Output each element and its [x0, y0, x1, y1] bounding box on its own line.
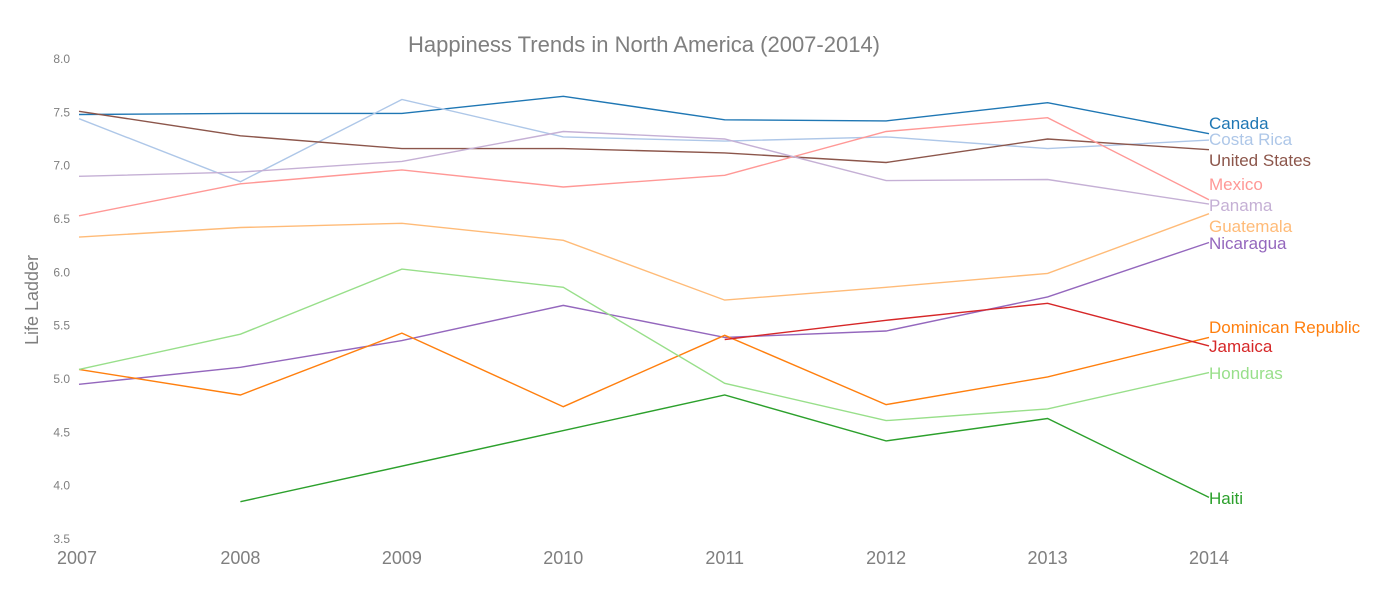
- y-tick-label: 4.0: [53, 479, 70, 493]
- y-tick-label: 6.0: [53, 265, 70, 279]
- series-line-panama: [78, 130, 1210, 205]
- x-tick-label: 2008: [220, 548, 260, 568]
- series-label-mexico: Mexico: [1209, 175, 1263, 194]
- x-tick-label: 2013: [1028, 548, 1068, 568]
- y-tick-label: 7.0: [53, 159, 70, 173]
- series-label-costa-rica: Costa Rica: [1209, 130, 1293, 149]
- y-tick-label: 8.0: [53, 52, 70, 66]
- series-label-honduras: Honduras: [1209, 364, 1283, 383]
- y-axis-label: Life Ladder: [22, 255, 42, 345]
- y-tick-label: 7.5: [53, 105, 70, 119]
- series-line-nicaragua: [78, 241, 1210, 385]
- series-lines: [78, 95, 1210, 503]
- x-tick-label: 2007: [57, 548, 97, 568]
- series-line-mexico: [78, 116, 1210, 217]
- series-line-united-states: [78, 110, 1210, 164]
- x-tick-label: 2012: [866, 548, 906, 568]
- series-label-jamaica: Jamaica: [1209, 337, 1273, 356]
- series-label-haiti: Haiti: [1209, 489, 1243, 508]
- y-tick-label: 5.0: [53, 372, 70, 386]
- chart-title: Happiness Trends in North America (2007-…: [408, 32, 880, 57]
- y-tick-label: 3.5: [53, 532, 70, 546]
- series-line-dominican-republic: [78, 332, 1210, 408]
- y-tick-label: 4.5: [53, 425, 70, 439]
- series-label-united-states: United States: [1209, 151, 1311, 170]
- series-line-jamaica: [724, 302, 1210, 347]
- x-tick-label: 2011: [705, 548, 744, 568]
- y-axis-ticks: 3.5 4.0 4.5 5.0 5.5 6.0 6.5 7.0 7.5 8.0: [53, 52, 70, 546]
- series-line-honduras: [78, 268, 1210, 422]
- series-label-guatemala: Guatemala: [1209, 217, 1293, 236]
- series-label-panama: Panama: [1209, 196, 1273, 215]
- series-label-dominican-republic: Dominican Republic: [1209, 318, 1361, 337]
- y-tick-label: 5.5: [53, 319, 70, 333]
- y-tick-label: 6.5: [53, 212, 70, 226]
- x-tick-label: 2014: [1189, 548, 1229, 568]
- series-line-costa-rica: [78, 98, 1210, 183]
- x-tick-label: 2010: [543, 548, 583, 568]
- x-axis-ticks: 2007 2008 2009 2010 2011 2012 2013 2014: [57, 548, 1229, 568]
- x-tick-label: 2009: [382, 548, 422, 568]
- series-label-canada: Canada: [1209, 114, 1269, 133]
- series-line-haiti: [240, 394, 1210, 503]
- series-line-guatemala: [78, 213, 1210, 301]
- series-line-canada: [78, 95, 1210, 135]
- series-label-nicaragua: Nicaragua: [1209, 234, 1287, 253]
